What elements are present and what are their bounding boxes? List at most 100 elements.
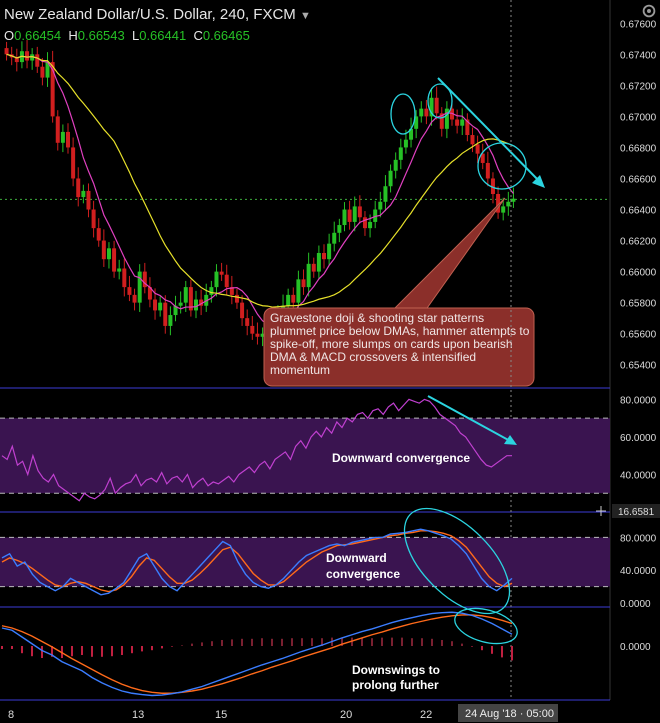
candle-body: [506, 201, 511, 207]
high-label: H: [68, 28, 78, 43]
callout-text: Gravestone doji & shooting star patterns…: [270, 312, 530, 377]
candle-body: [163, 302, 168, 326]
candle-body: [485, 162, 490, 179]
stoch-tick-label: 0.0000: [620, 599, 651, 610]
close-label: C: [193, 28, 203, 43]
macd-annotation: Downswings to: [352, 663, 440, 677]
candle-body: [316, 252, 321, 272]
rsi-band: [0, 418, 610, 494]
price-tick-label: 0.65600: [620, 330, 657, 341]
candle-body: [112, 248, 117, 272]
rsi-tick-label: 60.0000: [620, 433, 657, 444]
candle-body: [460, 119, 465, 126]
price-tick-label: 0.67400: [620, 50, 657, 61]
low-label: L: [131, 28, 140, 43]
price-tick-label: 0.65800: [620, 299, 657, 310]
stoch-tick-label: 80.0000: [620, 533, 657, 544]
price-tick-label: 0.66800: [620, 143, 657, 154]
candle-body: [409, 128, 414, 140]
candle-body: [214, 271, 219, 288]
candle-body: [106, 248, 111, 260]
candle-body: [30, 54, 35, 61]
stoch-annotation: Downward: [326, 551, 387, 565]
price-tick-label: 0.66600: [620, 174, 657, 185]
stoch-tick-label: 40.0000: [620, 566, 657, 577]
candle-body: [439, 113, 444, 129]
stoch-value-label: 16.6581: [618, 507, 655, 518]
time-tick-label: 13: [132, 709, 144, 721]
candle-body: [465, 119, 470, 136]
rsi-annotation: Downward convergence: [332, 451, 470, 465]
candle-body: [342, 209, 347, 226]
candle-body: [306, 263, 311, 288]
time-tick-label: 22: [420, 709, 432, 721]
time-tick-label: 20: [340, 709, 352, 721]
stoch-value-box: [612, 504, 660, 518]
gear-icon[interactable]: [640, 2, 658, 20]
rsi-arrow: [427, 395, 513, 443]
rsi-tick-label: 80.0000: [620, 395, 657, 406]
candle-body: [71, 147, 76, 179]
candle-body: [368, 221, 373, 229]
dma-fast-line: [6, 53, 514, 329]
downtrend-arrow: [437, 77, 543, 185]
high-value: 0.66543: [77, 28, 125, 43]
candle-body: [178, 302, 183, 306]
open-value: 0.66454: [14, 28, 62, 43]
callout-text-container: Gravestone doji & shooting star patterns…: [270, 312, 530, 377]
candle-body: [158, 302, 163, 311]
candle-body: [357, 206, 362, 218]
candle-body: [219, 271, 224, 275]
candle-body: [173, 305, 178, 316]
stoch-highlight-ellipse: [403, 507, 511, 615]
candle-body: [378, 201, 383, 210]
candle-body: [511, 198, 516, 202]
candle-body: [50, 62, 55, 117]
candle-body: [383, 186, 388, 202]
open-label: O: [4, 28, 15, 43]
candle-body: [291, 294, 296, 303]
candle-body: [91, 209, 96, 229]
candle-body: [332, 232, 337, 244]
candle-body: [194, 299, 198, 311]
rsi-line: [1, 398, 512, 502]
candle-body: [4, 48, 9, 55]
candle-body: [86, 190, 91, 210]
chart-header[interactable]: New Zealand Dollar/U.S. Dollar, 240, FXC…: [4, 6, 311, 23]
candle-body: [496, 194, 501, 213]
doji-highlight-circle: [390, 93, 416, 135]
candle-body: [14, 57, 19, 63]
candle-body: [480, 153, 485, 163]
macd-signal-line: [1, 614, 513, 694]
candle-body: [45, 62, 50, 78]
candle-body: [183, 287, 188, 303]
candle-body: [255, 333, 260, 337]
candle-body: [127, 287, 132, 295]
candle-body: [35, 54, 40, 67]
candle-body: [347, 209, 352, 222]
callout-box: [263, 307, 535, 387]
chevron-down-icon[interactable]: ▼: [299, 10, 311, 22]
cursor-time-box: [458, 704, 558, 722]
macd-tick-label: 0.0000: [620, 642, 651, 653]
candle-body: [96, 228, 101, 241]
symbol-title[interactable]: New Zealand Dollar/U.S. Dollar, 240, FXC…: [4, 6, 296, 23]
candle-body: [388, 170, 393, 187]
price-tick-label: 0.66400: [620, 206, 657, 217]
candle-body: [240, 302, 245, 319]
candle-body: [444, 108, 449, 129]
hammer-highlight-circle: [477, 142, 527, 190]
candle-body: [455, 119, 460, 126]
candle-body: [245, 318, 250, 326]
downtrend-arrowhead: [532, 175, 545, 188]
price-tick-label: 0.67200: [620, 81, 657, 92]
candle-body: [142, 271, 147, 288]
candle-body: [327, 243, 332, 260]
candle-body: [424, 108, 429, 117]
candle-body: [66, 131, 70, 148]
candle-body: [475, 144, 480, 154]
candle-body: [414, 116, 419, 129]
candle-body: [188, 287, 193, 311]
price-tick-label: 0.66000: [620, 268, 657, 279]
time-tick-label: 15: [215, 709, 227, 721]
